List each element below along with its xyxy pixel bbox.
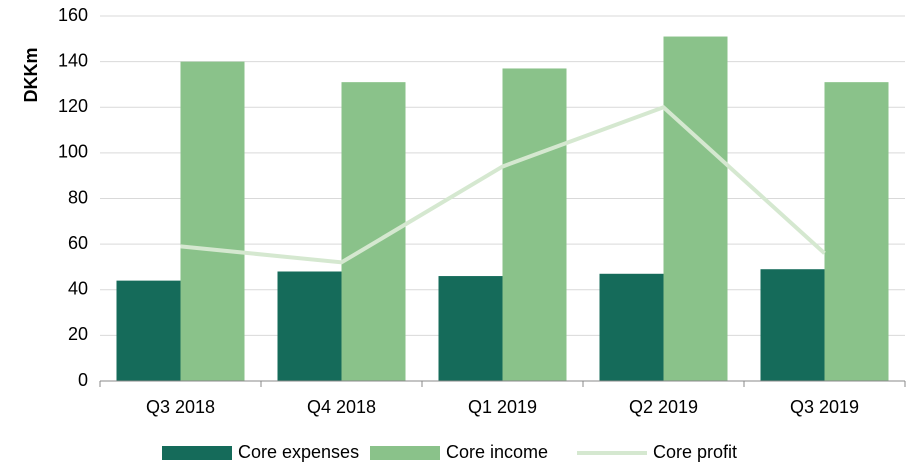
x-tick-label: Q1 2019: [468, 397, 537, 417]
y-tick-label: 160: [58, 5, 88, 25]
y-tick-label: 140: [58, 50, 88, 70]
legend-label: Core income: [446, 442, 548, 462]
bar: [502, 68, 567, 381]
y-axis-label: DKKm: [21, 47, 41, 102]
y-tick-label: 0: [78, 370, 88, 390]
legend-swatch: [370, 446, 440, 460]
bar: [760, 269, 825, 381]
y-tick-label: 40: [68, 279, 88, 299]
x-tick-label: Q3 2019: [790, 397, 859, 417]
bar: [180, 61, 245, 381]
x-tick-label: Q2 2019: [629, 397, 698, 417]
legend-label: Core profit: [653, 442, 737, 462]
bar: [824, 82, 889, 381]
legend-label: Core expenses: [238, 442, 359, 462]
legend-swatch: [162, 446, 232, 460]
y-tick-label: 120: [58, 96, 88, 116]
bar: [663, 36, 728, 381]
x-tick-label: Q4 2018: [307, 397, 376, 417]
bar: [599, 273, 664, 381]
y-tick-label: 100: [58, 142, 88, 162]
y-tick-label: 80: [68, 187, 88, 207]
bar: [116, 280, 181, 381]
bar: [277, 271, 342, 381]
x-tick-label: Q3 2018: [146, 397, 215, 417]
line: [180, 104, 826, 265]
bar: [438, 276, 503, 381]
y-tick-label: 60: [68, 233, 88, 253]
y-tick-label: 20: [68, 324, 88, 344]
